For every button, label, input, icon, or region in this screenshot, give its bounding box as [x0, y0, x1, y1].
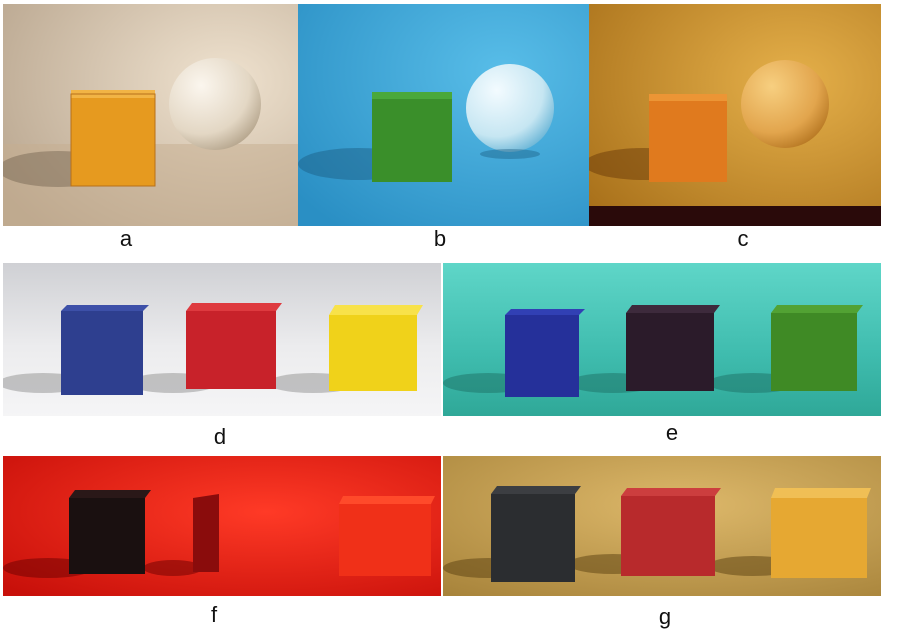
- caption-f: f: [210, 602, 218, 627]
- caption-d: d: [213, 424, 227, 449]
- photo-g: [443, 456, 881, 596]
- photo-e: [443, 263, 881, 416]
- photo-b: [298, 4, 589, 226]
- caption-g: g: [658, 604, 672, 629]
- photo-f: [3, 456, 441, 596]
- caption-c: c: [737, 226, 749, 251]
- photo-d: [3, 263, 441, 416]
- caption-e: e: [665, 420, 679, 445]
- photo-c: [589, 4, 881, 226]
- photo-a: [3, 4, 298, 226]
- caption-b: b: [433, 226, 447, 251]
- caption-a: a: [119, 226, 133, 251]
